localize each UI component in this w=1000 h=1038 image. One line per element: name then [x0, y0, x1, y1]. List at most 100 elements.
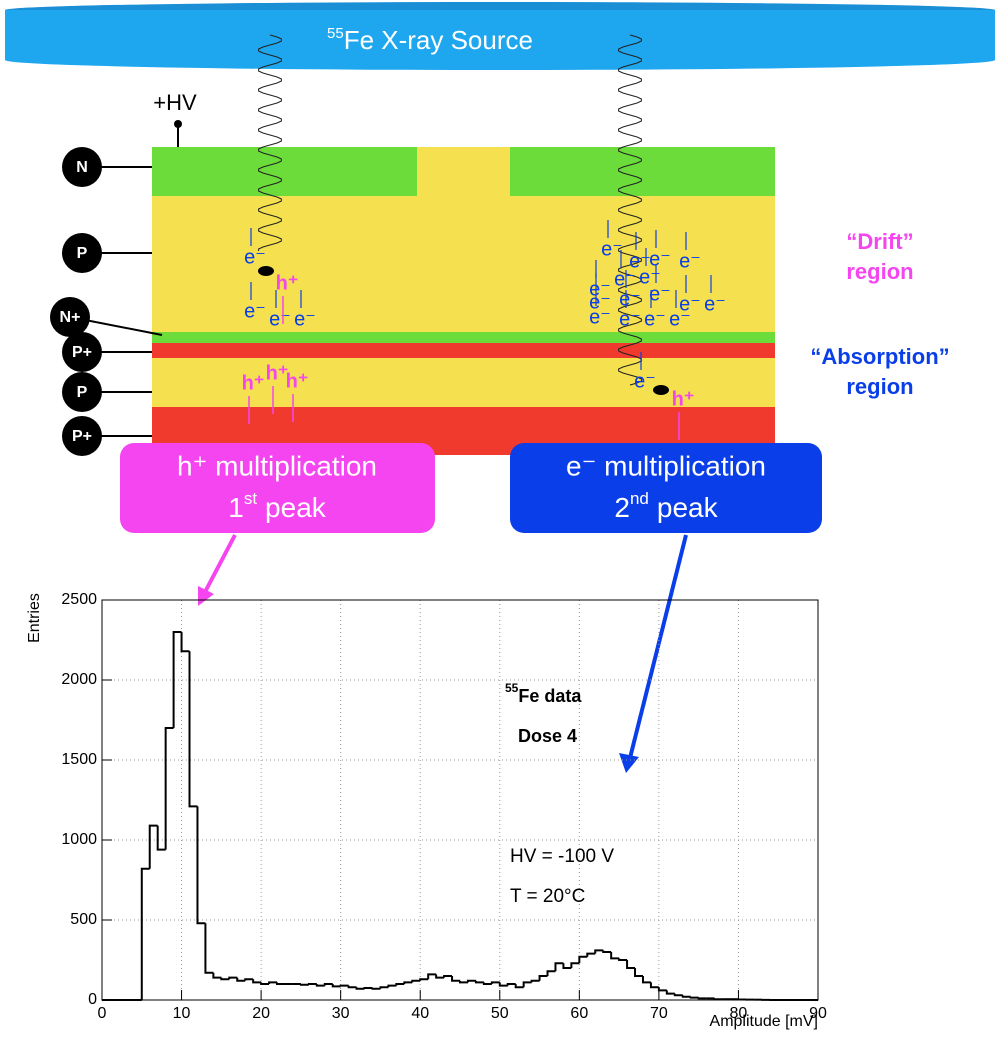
n-plus-layer	[152, 332, 775, 343]
histogram-bin	[309, 984, 317, 985]
x-tick-label: 40	[411, 1005, 429, 1022]
histogram-bin	[396, 984, 404, 986]
y-tick-label: 1000	[61, 831, 97, 848]
histogram-bin	[261, 982, 269, 984]
annotation-text: Fe data	[518, 686, 582, 706]
histogram-bin	[691, 997, 699, 998]
x-tick-label: 0	[98, 1005, 107, 1022]
histogram-bin	[627, 960, 635, 968]
electron: e⁻	[679, 250, 701, 272]
histogram-bin	[683, 995, 691, 997]
electron: e⁻	[614, 268, 636, 290]
histogram-bin	[229, 978, 237, 980]
ordinal: 2	[614, 492, 630, 523]
histogram-bin	[357, 987, 365, 989]
electron: e⁻	[244, 300, 266, 322]
histogram-bin	[643, 976, 651, 982]
hv-label: +HV	[153, 90, 197, 115]
histogram-bin	[237, 978, 245, 981]
histogram-bin	[388, 986, 396, 988]
hole: h⁺	[276, 272, 299, 294]
histogram-bin	[158, 826, 166, 850]
histogram-bin	[365, 988, 373, 989]
histogram-bin	[333, 984, 341, 986]
histogram-bin	[269, 982, 277, 984]
histogram-bin	[301, 984, 309, 985]
ordinal-suffix: nd	[630, 489, 649, 508]
histogram-bin	[667, 990, 675, 993]
histogram-bin	[699, 998, 707, 999]
interaction-point	[653, 385, 669, 395]
histogram-bin	[317, 984, 325, 986]
histogram-bin	[341, 986, 349, 987]
region-label: “Drift”	[846, 229, 913, 254]
layer-label: P	[77, 245, 88, 262]
layer-label: P+	[72, 344, 92, 361]
box-word: peak	[265, 492, 327, 523]
hole: h⁺	[672, 388, 695, 410]
x-tick-label: 60	[570, 1005, 588, 1022]
arrowhead	[619, 753, 639, 773]
histogram-bin	[492, 982, 500, 984]
histogram-bin	[468, 981, 476, 983]
ordinal: 1	[228, 492, 244, 523]
histogram-bin	[452, 976, 460, 981]
histogram-bin	[484, 982, 492, 984]
histogram-bin	[508, 984, 516, 986]
histogram-bin	[150, 826, 158, 869]
electron: e⁻	[244, 246, 266, 268]
electron: e⁻	[269, 308, 291, 330]
histogram-bin	[205, 923, 213, 973]
box-word: peak	[657, 492, 719, 523]
arrow	[630, 535, 686, 758]
histogram-bin	[420, 979, 428, 981]
histogram-bin	[444, 976, 452, 978]
histogram-bin	[587, 954, 595, 957]
histogram-bin	[436, 974, 444, 977]
histogram-bin	[603, 950, 611, 952]
electron: e⁻	[669, 308, 691, 330]
histogram-bin	[715, 998, 723, 999]
annotation: 55Fe data	[505, 681, 582, 706]
hole: h⁺	[286, 370, 309, 392]
x-axis-label: Amplitude [mV]	[710, 1013, 818, 1030]
n-implant	[152, 147, 417, 196]
x-tick-label: 70	[650, 1005, 668, 1022]
histogram-bin	[253, 979, 261, 982]
histogram-bin	[595, 950, 603, 953]
isotope: 55	[327, 25, 344, 42]
electron: e⁻	[644, 308, 666, 330]
histogram-bin	[548, 971, 556, 976]
histogram-bin	[675, 994, 683, 996]
histogram-bin	[380, 987, 388, 989]
histogram-bin	[571, 963, 579, 968]
histogram-bin	[524, 982, 532, 987]
histogram-bin	[532, 981, 540, 983]
histogram-bin	[516, 984, 524, 987]
electron: e⁻	[634, 370, 656, 392]
x-tick-label: 30	[332, 1005, 350, 1022]
interaction-point	[258, 266, 274, 276]
plot-frame	[102, 600, 818, 1000]
histogram-bin	[277, 982, 285, 984]
histogram-bin	[142, 869, 150, 1000]
histogram-bin	[555, 963, 563, 971]
n-implant	[510, 147, 775, 196]
histogram-bin	[611, 952, 619, 958]
histogram-bin	[166, 728, 174, 850]
histogram-bin	[476, 981, 484, 983]
region-label: region	[846, 374, 913, 399]
histogram-bin	[197, 806, 205, 923]
histogram-bin	[182, 632, 190, 651]
y-tick-label: 1500	[61, 751, 97, 768]
region-label: “Absorption”	[810, 344, 949, 369]
arrow	[205, 535, 235, 592]
box-title: e⁻ multiplication	[566, 450, 766, 481]
isotope: 55	[505, 681, 519, 695]
layer-label: P	[77, 384, 88, 401]
annotation: HV = -100 V	[510, 846, 614, 867]
histogram-bin	[428, 974, 436, 979]
y-tick-label: 2500	[61, 591, 97, 608]
